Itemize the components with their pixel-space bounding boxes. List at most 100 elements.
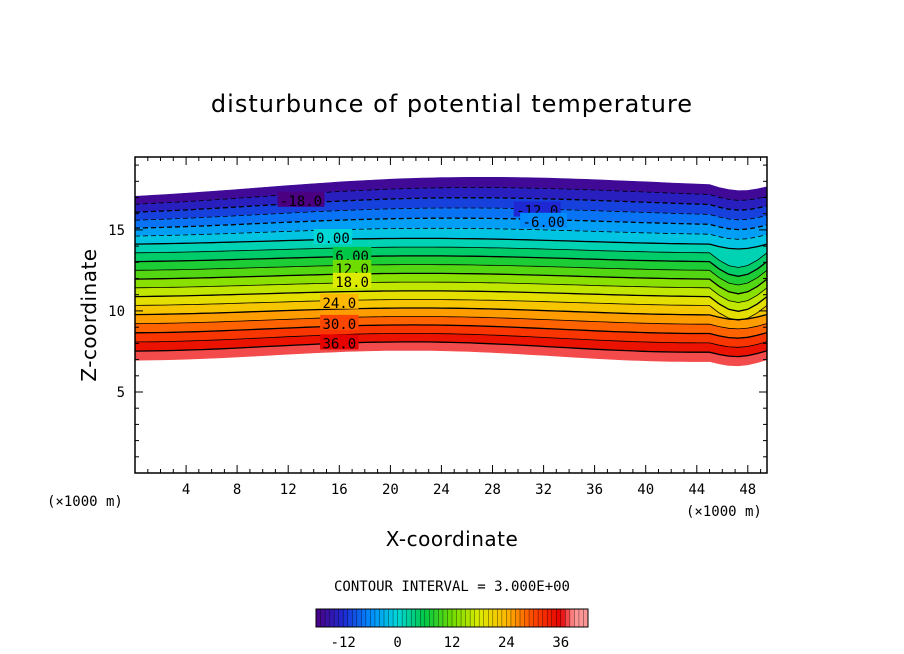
contour-label: 24.0 [322, 296, 356, 312]
contour-label-bg [332, 259, 372, 275]
colorbar-cell [506, 609, 512, 627]
x-tick-label: 40 [637, 482, 654, 498]
colorbar-cell [411, 609, 417, 627]
colorbar-cell [329, 609, 335, 627]
contour-line [135, 290, 767, 312]
colorbar-cell [556, 609, 562, 627]
contour-line [135, 299, 767, 321]
contour-line [135, 227, 767, 240]
y-tick-label: 15 [108, 223, 125, 239]
x-tick-label: 28 [484, 482, 501, 498]
x-tick-label: 44 [688, 482, 705, 498]
filled-contour-bands [135, 177, 767, 367]
colorbar-cell [334, 609, 339, 627]
colorbar-cell [365, 609, 371, 627]
contour-line [135, 281, 767, 303]
contour-line [135, 264, 767, 286]
x-tick-label: 16 [331, 482, 348, 498]
x-axis-title: X-coordinate [386, 527, 519, 551]
colorbar-cell [542, 609, 548, 627]
colorbar-tick-label: -12 [331, 635, 356, 651]
colorbar-cell [510, 609, 516, 627]
contour-label: 30.0 [322, 317, 356, 333]
colorbar-cell [397, 609, 403, 627]
x-tick-label: 24 [433, 482, 450, 498]
y-tick-label: 5 [117, 385, 125, 401]
colorbar-ticks: -12 0 12 24 36 [331, 635, 570, 651]
contour-line [135, 333, 767, 348]
colorbar-cell [474, 609, 480, 627]
colorbar-cell [338, 609, 344, 627]
colorbar-cell [374, 609, 380, 627]
y-unit-label: (×1000 m) [47, 494, 123, 510]
colorbar-cell [406, 609, 412, 627]
contour-line [135, 324, 767, 339]
contour-line [135, 272, 767, 295]
colorbar-cell [343, 609, 349, 627]
colorbar-cell [479, 609, 485, 627]
contour-label: 18.0 [335, 275, 369, 291]
colorbar [315, 608, 589, 628]
colorbar-cell [524, 609, 530, 627]
contour-line [135, 341, 767, 358]
contour-line [135, 307, 767, 321]
colorbar-cell [533, 609, 539, 627]
contour-label-bg [320, 293, 359, 309]
contour-label-bg [332, 272, 372, 288]
contour-label-bg [332, 246, 372, 262]
colorbar-tick-label: 24 [498, 635, 515, 651]
contour-label-bg [277, 191, 325, 207]
contour-line [135, 316, 767, 330]
colorbar-cell [560, 609, 566, 627]
contour-label-bg [520, 212, 568, 228]
contour-line [135, 255, 767, 277]
colorbar-cell [316, 609, 321, 627]
colorbar-cell [583, 609, 589, 627]
contour-label-bg [313, 229, 353, 244]
colorbar-cell [325, 609, 330, 627]
colorbar-cell [497, 609, 503, 627]
contour-label-bg [513, 201, 561, 217]
colorbar-cell [529, 609, 534, 627]
contour-label: -18.0 [280, 194, 322, 210]
x-tick-label: 48 [739, 482, 756, 498]
colorbar-cell [483, 609, 489, 627]
y-axis-ticks: 5 10 15 [108, 164, 767, 458]
colorbar-cell [452, 609, 457, 627]
colorbar-frame [315, 608, 589, 628]
colorbar-cell [370, 609, 376, 627]
x-axis-ticks: 4 8 12 16 20 24 28 32 36 40 44 48 [147, 157, 762, 498]
contour-line [135, 246, 767, 268]
colorbar-cell [565, 609, 571, 627]
colorbar-tick-label: 36 [552, 635, 569, 651]
contour-labels: -18.0-12.0-6.000.006.0012.018.024.030.03… [277, 191, 568, 352]
colorbar-cell [361, 609, 367, 627]
colorbar-cell [438, 609, 444, 627]
colorbar-cell [388, 609, 394, 627]
x-unit-label: (×1000 m) [686, 504, 762, 520]
colorbar-cell [320, 609, 326, 627]
colorbar-cell [347, 609, 353, 627]
colorbar-cell [352, 609, 358, 627]
y-axis-title: Z-coordinate [77, 248, 101, 381]
colorbar-cell [415, 609, 421, 627]
colorbar-cell [574, 609, 580, 627]
y-tick-label: 10 [108, 304, 125, 320]
colorbar-cell [569, 609, 575, 627]
contour-line [135, 197, 767, 213]
colorbar-cell [442, 609, 448, 627]
x-tick-label: 12 [280, 482, 297, 498]
colorbar-cell [578, 609, 584, 627]
contour-label-bg [320, 314, 359, 330]
x-tick-label: 36 [586, 482, 603, 498]
contour-interval-text: CONTOUR INTERVAL = 3.000E+00 [334, 579, 570, 595]
colorbar-cell [538, 609, 543, 627]
contour-label-bg [320, 334, 359, 350]
colorbar-cell [488, 609, 494, 627]
colorbar-tick-label: 12 [444, 635, 461, 651]
colorbar-cell [424, 609, 430, 627]
contour-lines [135, 187, 767, 358]
x-tick-label: 8 [233, 482, 241, 498]
colorbar-cell [384, 609, 389, 627]
